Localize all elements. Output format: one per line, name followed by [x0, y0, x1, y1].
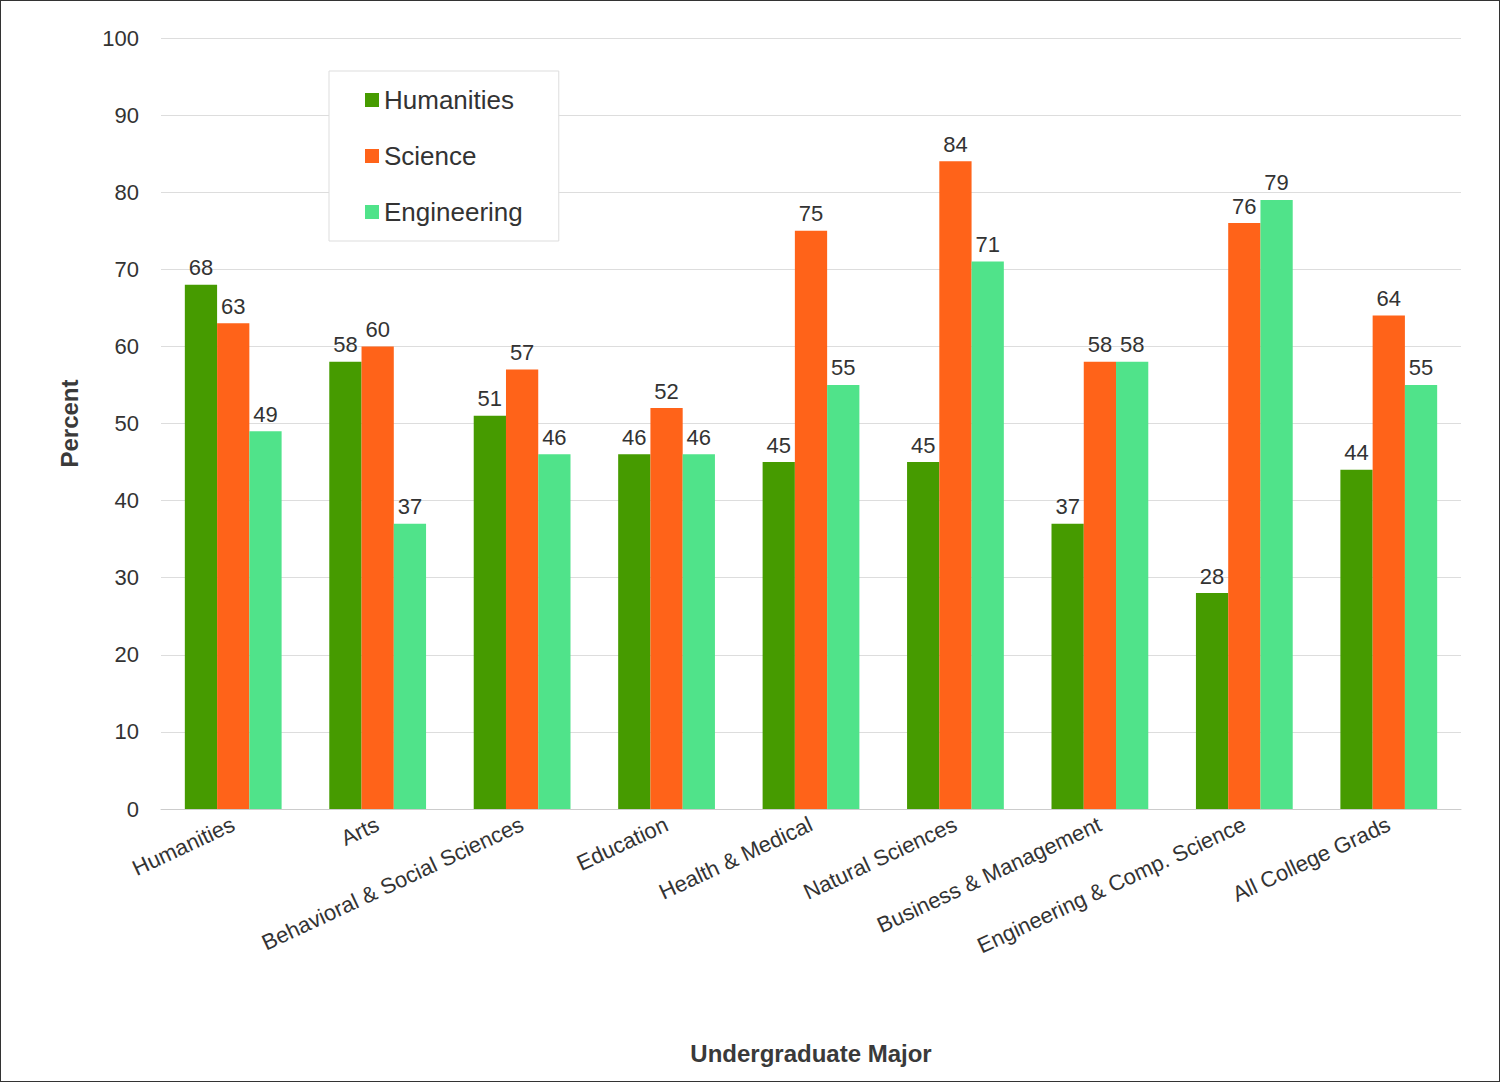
svg-text:46: 46 — [542, 425, 566, 450]
svg-text:51: 51 — [478, 386, 502, 411]
svg-text:58: 58 — [1120, 332, 1144, 357]
svg-text:10: 10 — [115, 719, 139, 744]
svg-text:20: 20 — [115, 642, 139, 667]
svg-text:49: 49 — [253, 402, 277, 427]
svg-text:90: 90 — [115, 103, 139, 128]
svg-text:57: 57 — [510, 340, 534, 365]
svg-text:44: 44 — [1344, 440, 1368, 465]
svg-text:46: 46 — [687, 425, 711, 450]
svg-text:Humanities: Humanities — [128, 812, 238, 881]
svg-text:30: 30 — [115, 565, 139, 590]
svg-text:79: 79 — [1264, 170, 1288, 195]
svg-text:55: 55 — [1409, 355, 1433, 380]
svg-text:46: 46 — [622, 425, 646, 450]
svg-text:60: 60 — [115, 334, 139, 359]
svg-text:37: 37 — [1055, 494, 1079, 519]
svg-text:Percent: Percent — [56, 379, 83, 467]
svg-text:60: 60 — [365, 317, 389, 342]
svg-text:Undergraduate Major: Undergraduate Major — [690, 1040, 931, 1067]
svg-text:52: 52 — [654, 379, 678, 404]
svg-text:45: 45 — [911, 433, 935, 458]
svg-text:0: 0 — [127, 797, 139, 822]
svg-text:40: 40 — [115, 488, 139, 513]
svg-text:Engineering & Comp. Science: Engineering & Comp. Science — [973, 812, 1249, 959]
svg-text:70: 70 — [115, 257, 139, 282]
svg-text:45: 45 — [766, 433, 790, 458]
svg-text:Humanities: Humanities — [384, 85, 514, 115]
svg-text:37: 37 — [398, 494, 422, 519]
svg-text:Health & Medical: Health & Medical — [655, 812, 816, 905]
svg-text:58: 58 — [333, 332, 357, 357]
svg-text:100: 100 — [102, 26, 139, 51]
svg-text:28: 28 — [1200, 564, 1224, 589]
svg-text:76: 76 — [1232, 194, 1256, 219]
svg-text:58: 58 — [1088, 332, 1112, 357]
svg-text:75: 75 — [799, 201, 823, 226]
svg-text:64: 64 — [1377, 286, 1401, 311]
svg-text:Engineering: Engineering — [384, 197, 523, 227]
svg-text:68: 68 — [189, 255, 213, 280]
svg-text:55: 55 — [831, 355, 855, 380]
svg-text:Business & Management: Business & Management — [873, 812, 1105, 938]
svg-text:All College Grads: All College Grads — [1228, 812, 1394, 907]
svg-text:Behavioral & Social Sciences: Behavioral & Social Sciences — [258, 812, 528, 956]
svg-text:71: 71 — [975, 232, 999, 257]
svg-text:50: 50 — [115, 411, 139, 436]
svg-text:Science: Science — [384, 141, 477, 171]
svg-text:Arts: Arts — [337, 812, 383, 851]
svg-text:63: 63 — [221, 294, 245, 319]
svg-text:Education: Education — [573, 812, 672, 876]
svg-text:84: 84 — [943, 132, 967, 157]
svg-text:Natural Sciences: Natural Sciences — [799, 811, 961, 905]
svg-text:80: 80 — [115, 180, 139, 205]
